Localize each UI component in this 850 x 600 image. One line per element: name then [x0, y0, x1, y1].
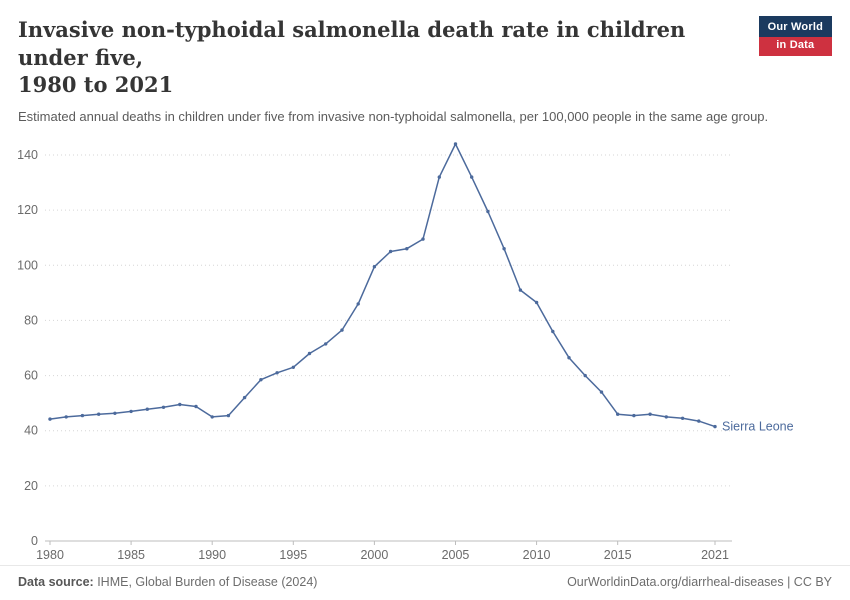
data-point[interactable] — [599, 390, 604, 394]
data-point[interactable] — [275, 370, 279, 375]
y-tick-label: 140 — [17, 148, 38, 162]
data-point[interactable] — [161, 405, 166, 409]
data-point[interactable] — [340, 328, 344, 332]
data-point[interactable] — [551, 329, 555, 333]
data-point[interactable] — [259, 377, 263, 382]
y-tick-label: 120 — [17, 203, 38, 217]
x-tick-label: 2000 — [360, 548, 388, 562]
owid-logo-line1: Our World — [758, 16, 832, 37]
chart-footer: Data source: IHME, Global Burden of Dise… — [0, 565, 850, 600]
data-point[interactable] — [113, 411, 117, 415]
series-end-label[interactable]: Sierra Leone — [722, 419, 794, 433]
x-tick-label: 1980 — [36, 548, 64, 562]
y-tick-label: 40 — [24, 423, 38, 437]
data-point[interactable] — [421, 237, 425, 241]
y-tick-label: 0 — [31, 534, 38, 548]
data-point[interactable] — [437, 175, 441, 179]
owid-url-link[interactable]: OurWorldinData.org/diarrheal-diseases | … — [567, 575, 832, 589]
data-point[interactable] — [648, 412, 652, 416]
data-point[interactable] — [453, 141, 458, 146]
data-point[interactable] — [356, 301, 360, 306]
x-tick-label: 2021 — [701, 548, 729, 562]
owid-logo-line2: in Data — [758, 37, 832, 56]
data-point[interactable] — [210, 414, 214, 419]
data-point[interactable] — [405, 246, 409, 251]
y-tick-label: 80 — [24, 313, 38, 327]
data-point[interactable] — [697, 419, 701, 423]
data-point[interactable] — [470, 175, 474, 179]
data-point[interactable] — [680, 416, 685, 420]
data-point[interactable] — [48, 417, 52, 421]
data-point[interactable] — [194, 404, 198, 408]
chart-area[interactable]: 0 20 40 60 80 100 120 140 1980 1985 1990 1995 2000 20… — [0, 129, 850, 574]
data-point[interactable] — [583, 373, 587, 377]
x-tick-label: 2015 — [604, 548, 632, 562]
line-chart-svg[interactable]: 0 20 40 60 80 100 120 140 1980 1985 1990 1995 2000 20… — [0, 129, 850, 574]
y-tick-label: 60 — [24, 368, 38, 382]
chart-subtitle: Estimated annual deaths in children unde… — [18, 109, 769, 125]
data-point[interactable] — [388, 249, 393, 253]
data-point[interactable] — [242, 395, 247, 399]
data-point[interactable] — [616, 412, 620, 416]
x-tick-label: 2010 — [523, 548, 551, 562]
x-tick-label: 1990 — [198, 548, 226, 562]
y-tick-label: 20 — [24, 479, 38, 493]
data-point[interactable] — [486, 209, 490, 213]
data-point[interactable] — [97, 412, 101, 416]
data-point[interactable] — [145, 407, 149, 411]
data-point[interactable] — [372, 264, 377, 269]
data-point[interactable] — [502, 246, 506, 251]
data-point[interactable] — [178, 402, 182, 406]
chart-header: Invasive non-typhoidal salmonella death … — [0, 0, 850, 127]
chart-title-line1: Invasive non-typhoidal salmonella death … — [18, 17, 686, 70]
data-point[interactable] — [632, 413, 636, 417]
data-point[interactable] — [129, 409, 133, 413]
data-point[interactable] — [226, 413, 231, 417]
data-source-label: Data source: — [18, 575, 94, 589]
chart-title-line2: 1980 to 2021 — [18, 72, 174, 98]
data-point[interactable] — [324, 341, 328, 346]
x-tick-label: 1985 — [117, 548, 145, 562]
data-point[interactable] — [664, 414, 668, 419]
y-tick-label: 100 — [17, 258, 38, 272]
data-source: Data source: IHME, Global Burden of Dise… — [18, 575, 317, 589]
x-tick-label: 1995 — [279, 548, 307, 562]
data-point[interactable] — [291, 365, 295, 369]
series-line[interactable] — [49, 142, 716, 428]
owid-logo[interactable]: Our World in Data — [758, 16, 832, 56]
data-source-text: IHME, Global Burden of Disease (2024) — [93, 575, 318, 589]
data-point[interactable] — [80, 413, 85, 417]
data-point[interactable] — [307, 351, 312, 355]
data-point[interactable] — [713, 424, 717, 428]
data-point[interactable] — [64, 414, 68, 419]
x-tick-label: 2005 — [442, 548, 470, 562]
data-point[interactable] — [534, 300, 539, 304]
data-point[interactable] — [518, 288, 523, 292]
chart-title: Invasive non-typhoidal salmonella death … — [18, 16, 738, 99]
data-point[interactable] — [567, 355, 571, 360]
